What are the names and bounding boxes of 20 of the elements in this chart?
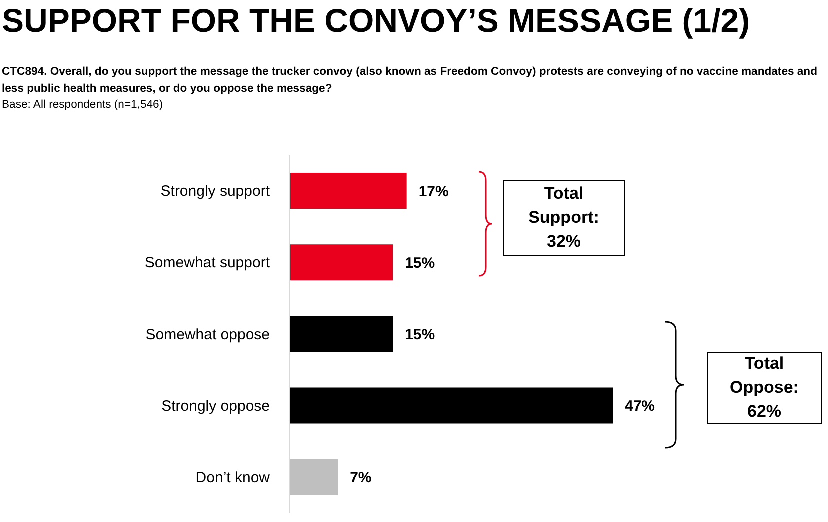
y-tick-label: Somewhat support <box>144 254 271 272</box>
text: Total Oppose: 62% <box>707 352 822 424</box>
data-label: 15% <box>405 254 436 272</box>
bar <box>290 388 613 424</box>
data-label: 47% <box>625 398 656 416</box>
bar <box>290 316 394 352</box>
y-tick-label: Somewhat oppose <box>146 326 270 344</box>
annotation: Total Support: 32% <box>503 180 625 256</box>
bar <box>290 244 394 281</box>
data-label: 15% <box>405 326 436 344</box>
chart-title: SUPPORT FOR THE CONVOY’S MESSAGE (1/2) <box>2 2 750 40</box>
data-label: 17% <box>418 183 449 200</box>
bar <box>290 459 338 496</box>
y-tick-label: Strongly support <box>160 183 271 200</box>
chart-subtitle: CTC894. Overall, do you support the message the trucker convoy (also known as Freedom Convoy) protests are conveying of no vaccine mandates and less public health measures, or do you oppose the message? <box>2 65 818 97</box>
bar <box>290 173 407 209</box>
y-tick-label: Strongly oppose <box>162 398 270 415</box>
text: Base: All respondents (n=1,546) <box>2 99 164 111</box>
y-tick-label: Don’t know <box>196 470 270 487</box>
data-label: 7% <box>350 470 372 487</box>
